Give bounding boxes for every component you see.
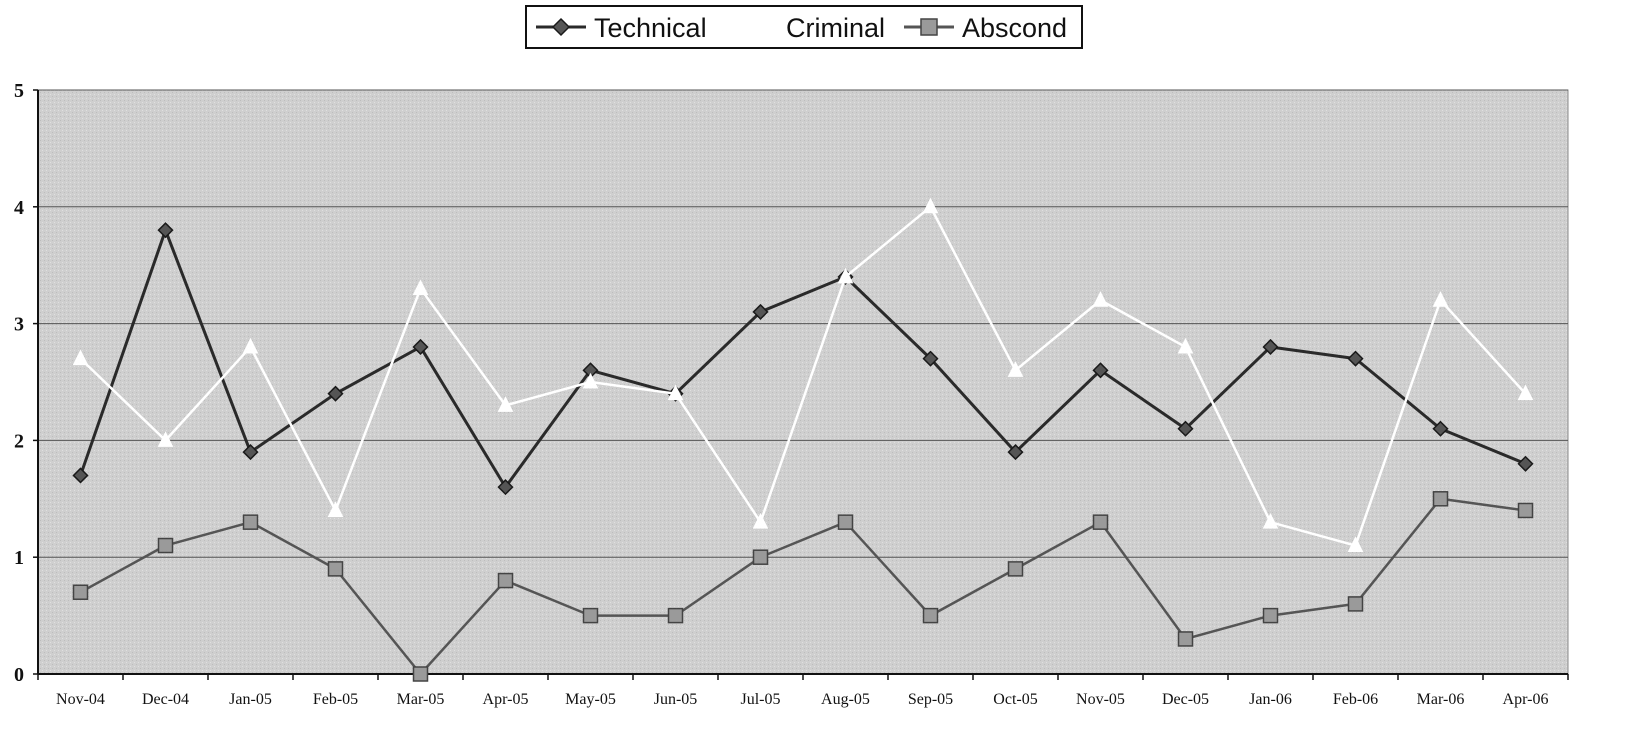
series-abscond-point <box>582 607 599 624</box>
series-abscond-point <box>327 561 344 577</box>
x-tick-label: Nov-05 <box>1076 691 1125 708</box>
series-technical-point <box>922 350 939 367</box>
series-criminal-point <box>667 384 684 401</box>
series-criminal-point <box>72 349 89 366</box>
x-tick-label: Mar-06 <box>1417 691 1465 708</box>
series-technical-point <box>1177 420 1194 437</box>
x-tick-label: Mar-05 <box>397 691 445 708</box>
x-tick-label: Jan-06 <box>1249 691 1292 708</box>
series-criminal-point <box>1262 513 1279 529</box>
legend-technical-marker <box>551 17 571 37</box>
series-criminal-point <box>412 279 429 296</box>
series-technical-point <box>327 385 344 402</box>
series-group <box>72 197 1534 682</box>
x-tick-label: Feb-05 <box>313 691 358 708</box>
series-abscond-point <box>157 537 174 554</box>
gridlines <box>38 89 1568 558</box>
series-technical-point <box>1262 338 1279 356</box>
legend-abscond-label: Abscond <box>962 13 1067 43</box>
y-tick-label: 4 <box>14 197 24 219</box>
x-tick-label: Apr-05 <box>483 691 529 708</box>
series-criminal-point <box>1432 291 1449 307</box>
series-criminal-point <box>1092 291 1109 307</box>
x-tick-label: Jan-05 <box>229 691 272 708</box>
legend-abscond-marker <box>920 18 938 36</box>
legend-box <box>525 5 1083 49</box>
x-tick-label: Aug-05 <box>821 691 870 708</box>
y-tick-label: 5 <box>14 80 24 102</box>
series-abscond-point <box>922 607 939 624</box>
series-technical-point <box>157 222 174 239</box>
y-tick-label: 2 <box>14 430 24 452</box>
series-abscond-point <box>1007 561 1024 577</box>
series-criminal-point <box>1177 337 1194 354</box>
series-technical-line <box>79 228 1527 489</box>
series-abscond-point <box>72 584 89 600</box>
series-technical-point <box>1347 350 1364 367</box>
series-criminal-point <box>242 337 259 354</box>
x-tick-label: Apr-06 <box>1503 691 1549 708</box>
series-abscond-point <box>837 514 854 530</box>
series-technical-point <box>497 479 514 496</box>
legend: Technical Criminal Abscond <box>525 5 1083 49</box>
legend-criminal-label: Criminal <box>786 13 885 43</box>
series-criminal-point <box>1007 361 1024 377</box>
series-abscond-point <box>1177 631 1194 647</box>
series-criminal-point <box>1517 384 1534 401</box>
series-technical-point <box>752 303 769 320</box>
series-abscond-point <box>667 607 684 624</box>
y-axis-ticks: 0 1 2 3 4 5 <box>14 80 38 686</box>
series-abscond-point <box>1092 514 1109 530</box>
series-criminal-point <box>327 501 344 517</box>
series-criminal-point <box>752 513 769 529</box>
y-tick-label: 3 <box>14 314 24 336</box>
x-tick-label: May-05 <box>565 691 616 708</box>
series-abscond-point <box>1432 491 1449 507</box>
series-criminal-point <box>922 197 939 214</box>
series-technical-point <box>1517 455 1534 472</box>
x-axis-ticks: Nov-04 Dec-04 Jan-05 Feb-05 Mar-05 Apr-05 May-… <box>37 674 1569 708</box>
x-tick-label: Nov-04 <box>56 691 105 708</box>
x-tick-label: Jun-05 <box>654 691 698 708</box>
series-technical-point <box>1007 444 1024 461</box>
series-abscond-line <box>79 497 1526 676</box>
series-technical-point <box>1092 362 1109 379</box>
series-abscond-point <box>497 572 514 589</box>
x-tick-label: Sep-05 <box>908 691 953 708</box>
series-criminal-point <box>497 396 514 412</box>
legend-technical-label: Technical <box>594 13 707 43</box>
series-criminal-point <box>582 372 599 389</box>
series-abscond-point <box>242 514 259 530</box>
plot-area <box>37 89 1569 675</box>
x-tick-label: Oct-05 <box>993 691 1037 708</box>
series-abscond-point <box>1517 502 1534 519</box>
y-tick-label: 0 <box>14 664 24 686</box>
x-tick-label: Dec-04 <box>142 691 189 708</box>
series-criminal-point <box>157 431 174 447</box>
series-technical-point <box>72 467 89 484</box>
x-tick-label: Feb-06 <box>1333 691 1378 708</box>
series-abscond-point <box>752 549 769 565</box>
series-technical-point <box>242 444 259 461</box>
x-tick-label: Jul-05 <box>741 691 781 708</box>
series-abscond-point <box>412 666 429 682</box>
series-criminal-point <box>1347 536 1364 553</box>
legend-criminal-marker <box>744 16 762 35</box>
series-abscond-point <box>1347 596 1364 612</box>
y-tick-label: 1 <box>14 547 24 569</box>
series-technical-point <box>1432 420 1449 437</box>
series-criminal-line <box>79 205 1527 547</box>
series-criminal-point <box>837 267 854 284</box>
series-abscond-point <box>1262 607 1279 624</box>
series-technical-point <box>412 338 429 356</box>
x-tick-label: Dec-05 <box>1162 691 1209 708</box>
